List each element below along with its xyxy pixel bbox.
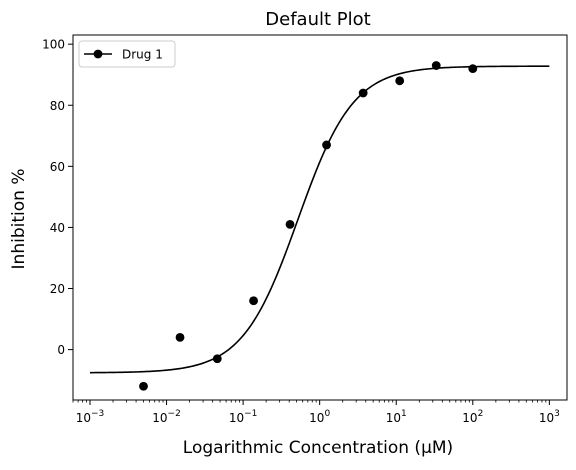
data-point [431,61,441,70]
legend-label: Drug 1 [122,48,163,62]
plot-area: 10−3 10−2 10−1 100 101 102 103 0 20 40 60 80 100 [42,34,568,425]
legend: Drug 1 [78,40,176,68]
data-point [285,219,295,229]
y-tick-label: 40 [50,221,65,235]
x-tick-label: 100 [309,409,330,425]
x-tick-label: 103 [539,409,560,425]
data-point [395,76,405,86]
x-tick-label: 101 [386,409,407,425]
data-point [175,332,185,342]
x-tick-label: 102 [462,409,483,425]
x-tick-label: 10−3 [76,409,105,425]
legend-marker [93,49,103,59]
data-point [249,296,258,306]
x-tick-label: 10−2 [152,409,181,425]
x-tick-label: 10−1 [229,409,258,425]
data-point [212,354,222,364]
y-axis-label: Inhibition % [9,169,29,270]
data-point [358,88,368,98]
y-tick-label: 20 [50,282,65,296]
x-axis-label: Logarithmic Concentration (µM) [183,438,453,458]
y-tick-label: 60 [50,160,65,174]
y-tick-label: 0 [57,343,65,357]
legend-box [78,40,176,68]
data-point [322,140,331,150]
data-point [139,381,148,391]
y-tick-label: 100 [42,38,65,52]
chart-title: Default Plot [265,9,370,30]
data-point [468,64,478,73]
y-tick-label: 80 [50,99,65,113]
